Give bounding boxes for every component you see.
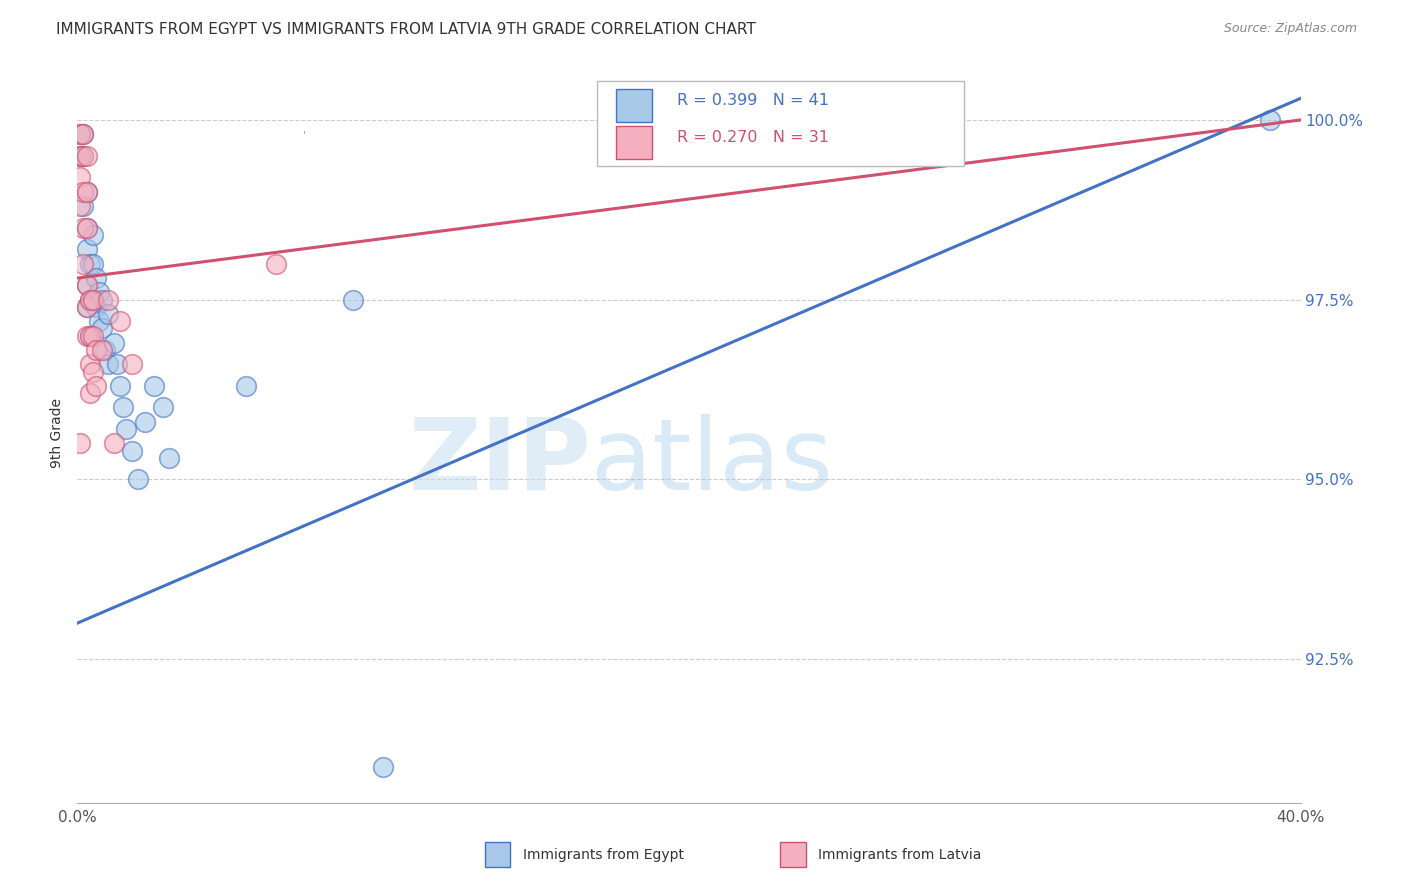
Point <box>69 128 91 142</box>
FancyBboxPatch shape <box>616 89 652 121</box>
Point <box>76 243 98 257</box>
Point <box>115 422 138 436</box>
Point <box>82 257 104 271</box>
Point <box>342 293 364 307</box>
Point <box>76 278 98 293</box>
Point <box>76 300 98 314</box>
Point <box>128 472 150 486</box>
Point <box>82 293 104 307</box>
Point <box>69 149 91 163</box>
Point <box>90 293 112 307</box>
Point <box>152 401 174 415</box>
Point <box>90 343 112 357</box>
Point <box>72 149 94 163</box>
Point <box>72 220 94 235</box>
Text: Immigrants from Latvia: Immigrants from Latvia <box>818 847 981 862</box>
Point <box>79 328 101 343</box>
Point <box>79 293 101 307</box>
Point <box>76 300 98 314</box>
Point <box>72 128 94 142</box>
Text: atlas: atlas <box>591 414 832 511</box>
Point <box>142 379 165 393</box>
Text: IMMIGRANTS FROM EGYPT VS IMMIGRANTS FROM LATVIA 9TH GRADE CORRELATION CHART: IMMIGRANTS FROM EGYPT VS IMMIGRANTS FROM… <box>56 22 756 37</box>
Point <box>79 386 101 401</box>
Point <box>76 278 98 293</box>
Point <box>76 220 98 235</box>
Point <box>72 185 94 199</box>
Point <box>134 415 156 429</box>
Point <box>103 335 125 350</box>
Point <box>72 128 94 142</box>
Point <box>235 379 257 393</box>
Text: R = 0.399   N = 41: R = 0.399 N = 41 <box>676 93 828 108</box>
Point <box>72 149 94 163</box>
Point <box>69 149 91 163</box>
Point <box>1258 112 1281 127</box>
FancyBboxPatch shape <box>598 81 965 166</box>
Point <box>76 185 98 199</box>
Point <box>157 450 180 465</box>
Point <box>264 257 287 271</box>
Point <box>79 328 101 343</box>
Point <box>97 307 120 321</box>
Text: Source: ZipAtlas.com: Source: ZipAtlas.com <box>1223 22 1357 36</box>
Point <box>84 271 107 285</box>
Point <box>84 379 107 393</box>
Point <box>72 257 94 271</box>
Point <box>69 436 91 450</box>
Y-axis label: 9th Grade: 9th Grade <box>51 398 65 467</box>
Point <box>76 185 98 199</box>
Point <box>97 293 120 307</box>
Point <box>97 357 120 371</box>
Point <box>108 314 131 328</box>
Point <box>84 343 107 357</box>
Point <box>79 357 101 371</box>
Text: ZIP: ZIP <box>408 414 591 511</box>
Point <box>87 314 110 328</box>
Point <box>82 293 104 307</box>
Point <box>108 379 131 393</box>
Point <box>82 227 104 242</box>
Point <box>121 357 143 371</box>
Point <box>69 170 91 185</box>
Text: R = 0.270   N = 31: R = 0.270 N = 31 <box>676 129 828 145</box>
Point <box>82 365 104 379</box>
Point <box>90 321 112 335</box>
Point <box>76 149 98 163</box>
Point <box>891 128 914 142</box>
Point <box>84 300 107 314</box>
Point <box>371 760 394 774</box>
Point <box>94 343 117 357</box>
Point <box>69 128 91 142</box>
Text: Immigrants from Egypt: Immigrants from Egypt <box>523 847 685 862</box>
Point <box>103 436 125 450</box>
Point <box>72 199 94 213</box>
Point <box>87 285 110 300</box>
Point <box>121 443 143 458</box>
FancyBboxPatch shape <box>616 126 652 159</box>
Point <box>79 257 101 271</box>
Point <box>69 199 91 213</box>
Point <box>76 220 98 235</box>
Point <box>82 328 104 343</box>
Point <box>112 401 135 415</box>
Point <box>76 328 98 343</box>
Point <box>105 357 128 371</box>
Point <box>79 293 101 307</box>
